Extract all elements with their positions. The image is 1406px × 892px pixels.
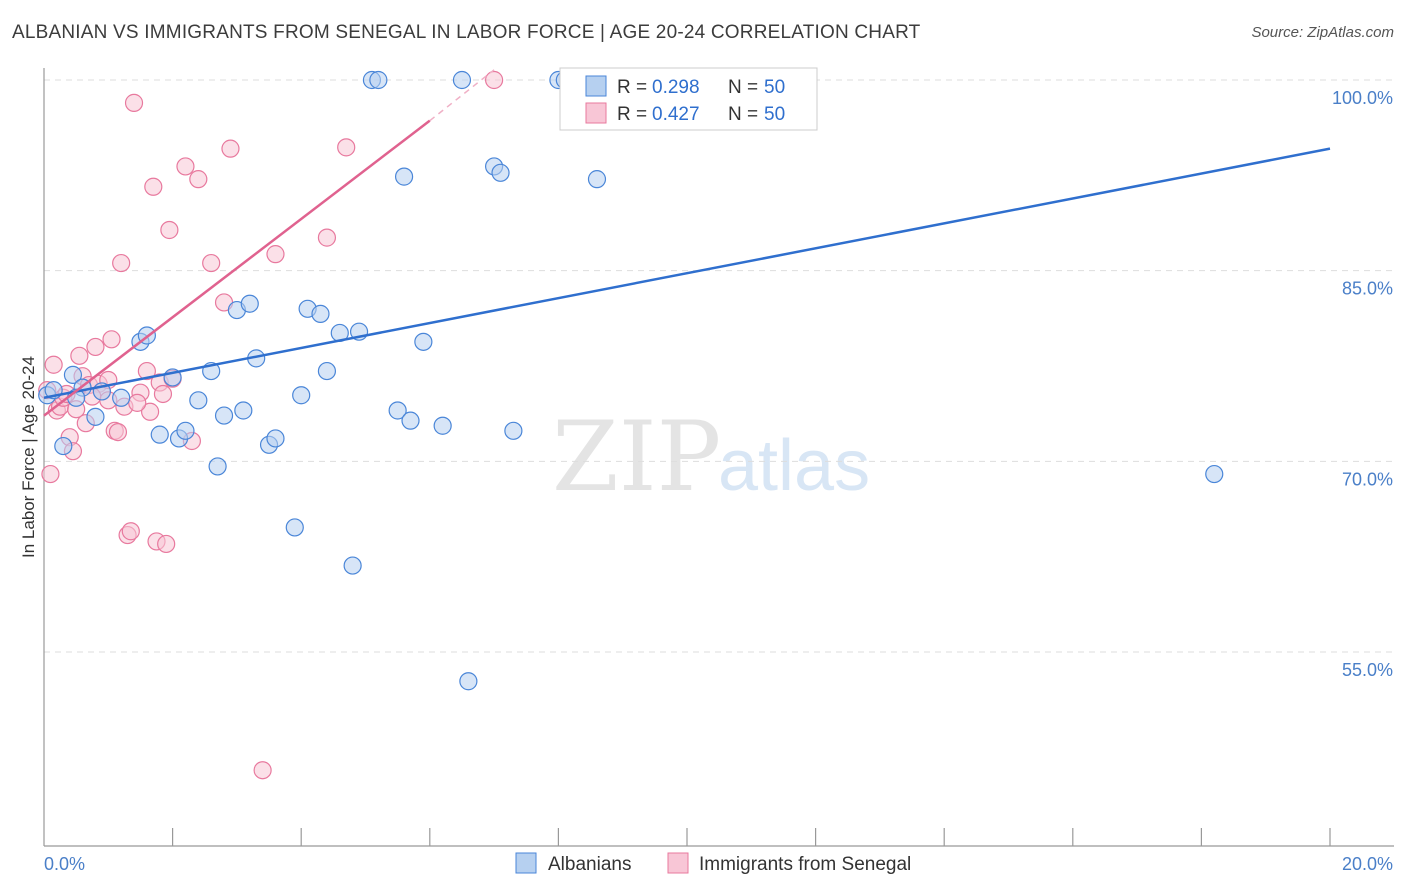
- senegal-n-label: N =: [728, 104, 758, 125]
- y-tick-labels: 55.0% 70.0% 85.0% 100.0%: [1332, 88, 1393, 680]
- albanian-point: [433, 416, 452, 435]
- albanian-point: [150, 425, 169, 444]
- y-axis-label: In Labor Force | Age 20-24: [19, 356, 38, 558]
- senegal-point: [112, 253, 131, 273]
- axes: [43, 68, 1394, 847]
- senegal-point: [124, 93, 144, 112]
- trend-lines: [43, 69, 1331, 417]
- albanian-point: [504, 421, 523, 440]
- senegal-n-value: 50: [764, 104, 785, 125]
- albanian-point: [317, 361, 337, 381]
- source-label: Source: ZipAtlas.com: [1251, 24, 1394, 41]
- senegal-point: [153, 384, 173, 404]
- senegal-point: [157, 534, 176, 554]
- senegal-point: [160, 220, 179, 240]
- senegal-point: [266, 245, 285, 264]
- senegal-point: [189, 170, 208, 189]
- watermark-zip: ZIP: [552, 401, 721, 513]
- albanian-point: [208, 457, 227, 476]
- senegal-point: [140, 402, 160, 421]
- senegal-point: [44, 355, 63, 374]
- senegal-point: [121, 522, 140, 541]
- albanian-point: [176, 421, 195, 440]
- albanian-point: [86, 407, 105, 426]
- senegal-swatch-icon: [585, 102, 607, 124]
- senegal-point: [108, 422, 128, 442]
- senegal-trend-line: [43, 119, 431, 417]
- watermark-atlas: atlas: [718, 426, 870, 506]
- albanian-point: [452, 70, 472, 90]
- senegal-trend-extension: [429, 69, 495, 122]
- grid-lines: [44, 79, 1394, 653]
- legend-senegal-label: Immigrants from Senegal: [699, 854, 911, 875]
- y-tick-label: 70.0%: [1342, 469, 1393, 489]
- albanian-point: [292, 386, 311, 405]
- x-tick-label-max: 20.0%: [1342, 854, 1393, 874]
- stats-legend: R = 0.298 N = 50 R = 0.427 N = 50: [559, 67, 818, 131]
- albanians-r-value: 0.298: [652, 77, 700, 98]
- senegal-point: [41, 464, 60, 484]
- albanian-point: [587, 170, 607, 189]
- albanians-n-value: 50: [764, 77, 785, 98]
- legend-albanians-icon: [515, 852, 537, 874]
- senegal-point: [144, 177, 163, 196]
- senegal-point: [221, 139, 240, 158]
- senegal-r-label: R =: [617, 104, 647, 125]
- y-tick-label: 55.0%: [1342, 660, 1393, 680]
- senegal-point: [70, 346, 89, 365]
- senegal-point: [337, 138, 356, 157]
- legend-albanians-label: Albanians: [548, 854, 631, 875]
- albanian-point: [112, 388, 131, 407]
- albanian-point: [1205, 464, 1224, 484]
- albanian-point: [388, 401, 407, 420]
- y-tick-label: 85.0%: [1342, 279, 1393, 299]
- albanian-point: [369, 70, 388, 90]
- albanian-point: [63, 365, 83, 384]
- albanian-point: [234, 401, 253, 420]
- senegal-point: [137, 361, 156, 381]
- albanians-n-label: N =: [728, 77, 758, 98]
- albanian-point: [394, 167, 414, 186]
- senegal-point: [202, 253, 221, 273]
- albanian-point: [266, 429, 285, 448]
- senegal-r-value: 0.427: [652, 104, 700, 125]
- legend-senegal-icon: [667, 852, 689, 874]
- senegal-point: [102, 330, 121, 349]
- senegal-point: [253, 761, 272, 780]
- senegal-point: [128, 393, 147, 412]
- albanian-point: [343, 556, 362, 575]
- albanian-point: [414, 332, 433, 351]
- albanian-point: [54, 436, 73, 456]
- albanian-point: [401, 411, 420, 430]
- albanian-point: [214, 406, 234, 425]
- albanian-point: [240, 294, 259, 313]
- albanian-point: [189, 391, 208, 410]
- y-tick-label: 100.0%: [1332, 88, 1393, 108]
- senegal-point: [485, 70, 504, 90]
- senegal-point: [317, 228, 337, 247]
- senegal-point: [176, 157, 195, 176]
- albanian-points: [38, 70, 1224, 691]
- albanians-trend-line: [43, 147, 1331, 400]
- senegal-point: [86, 337, 105, 357]
- chart-title: ALBANIAN VS IMMIGRANTS FROM SENEGAL IN L…: [12, 22, 921, 43]
- x-tick-label-min: 0.0%: [44, 854, 85, 874]
- senegal-points: [38, 70, 504, 780]
- albanians-r-label: R =: [617, 77, 647, 98]
- series-legend: Albanians Immigrants from Senegal: [515, 852, 911, 875]
- albanian-point: [311, 304, 330, 323]
- albanian-point: [459, 672, 478, 691]
- albanians-swatch-icon: [585, 75, 607, 97]
- x-ticks: [172, 828, 1331, 846]
- albanian-point: [285, 518, 304, 537]
- albanian-point: [491, 163, 510, 182]
